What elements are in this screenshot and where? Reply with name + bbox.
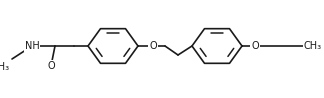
Text: O: O (149, 41, 157, 51)
Text: NH: NH (25, 41, 40, 51)
Text: O: O (47, 61, 55, 71)
Text: CH₃: CH₃ (304, 41, 322, 51)
Text: CH₃: CH₃ (0, 62, 10, 72)
Text: O: O (251, 41, 259, 51)
